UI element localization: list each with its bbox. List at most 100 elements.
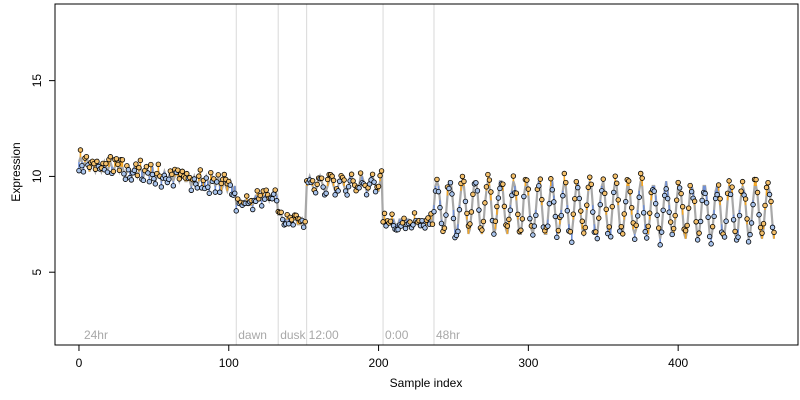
data-point (507, 207, 514, 213)
data-point (603, 206, 609, 213)
data-point (434, 176, 440, 183)
data-point (609, 203, 615, 210)
data-point (371, 179, 377, 185)
data-point (657, 242, 663, 248)
data-point (635, 213, 641, 219)
data-point (760, 220, 767, 227)
data-point (450, 215, 457, 222)
data-point (584, 202, 590, 208)
data-point (438, 220, 445, 227)
data-point (660, 207, 666, 213)
data-point (191, 176, 198, 182)
data-point (410, 222, 416, 228)
data-point (709, 223, 716, 230)
data-point (254, 188, 260, 194)
data-point (519, 216, 526, 222)
data-point (429, 221, 436, 227)
data-point (166, 176, 172, 183)
data-point (217, 189, 223, 195)
data-point (627, 188, 633, 195)
phase-label: 12:00 (309, 328, 339, 342)
data-point (661, 192, 668, 199)
data-point (615, 197, 621, 203)
data-point (137, 157, 144, 164)
phase-label: dawn (238, 328, 267, 342)
data-point (748, 220, 755, 226)
data-point (169, 171, 175, 178)
data-point (611, 189, 617, 196)
data-point (456, 207, 463, 213)
data-point (663, 186, 669, 192)
data-point (495, 195, 502, 201)
data-point (605, 230, 611, 237)
data-point (107, 154, 114, 160)
y-tick-label: 5 (30, 269, 44, 276)
data-point (702, 190, 708, 197)
data-point (455, 228, 461, 235)
data-point (721, 234, 728, 240)
data-point (545, 223, 551, 229)
data-point (462, 198, 469, 205)
data-point (443, 212, 449, 218)
data-point (250, 206, 256, 213)
phase-label: 48hr (436, 328, 460, 342)
data-point (551, 199, 557, 205)
data-point (488, 189, 494, 195)
data-point (676, 185, 683, 191)
data-point (763, 184, 770, 191)
y-axis-label: Expression (9, 142, 23, 201)
data-point (221, 171, 227, 178)
data-point (738, 188, 744, 194)
data-point (115, 161, 121, 168)
data-point (762, 202, 768, 209)
data-point (330, 177, 337, 184)
x-tick-label: 100 (219, 356, 239, 370)
data-point (272, 187, 278, 193)
data-point (552, 213, 559, 220)
data-point (212, 189, 218, 195)
data-point (356, 185, 362, 191)
data-point (378, 168, 385, 174)
data-point (290, 222, 296, 228)
data-point (673, 197, 680, 203)
data-point (527, 215, 533, 222)
data-point (694, 237, 701, 243)
data-point (639, 175, 645, 181)
data-point (747, 231, 753, 238)
data-point (401, 215, 407, 222)
data-point (121, 171, 127, 177)
data-point (723, 218, 729, 224)
data-point (148, 161, 154, 168)
data-point (600, 176, 606, 182)
data-point (474, 188, 481, 194)
data-point (344, 192, 350, 198)
data-point (753, 176, 759, 183)
data-point (576, 195, 582, 202)
data-point (641, 210, 647, 216)
data-point (515, 211, 521, 218)
data-point (727, 191, 734, 198)
data-point (744, 216, 750, 222)
data-point (203, 175, 209, 181)
data-point (480, 218, 487, 225)
data-point (437, 204, 443, 211)
data-point (587, 174, 593, 180)
data-point (422, 225, 428, 231)
data-point (110, 168, 117, 175)
data-point (726, 178, 732, 184)
data-point (620, 231, 626, 237)
data-point (666, 209, 672, 215)
data-point (257, 192, 263, 199)
data-point (449, 191, 455, 197)
data-point (765, 179, 771, 186)
data-point (473, 180, 479, 186)
data-point (593, 229, 599, 235)
data-point (279, 216, 286, 223)
data-point (669, 231, 675, 238)
data-point (269, 196, 275, 202)
data-point (447, 179, 454, 186)
data-point (175, 167, 181, 173)
data-point (80, 169, 87, 175)
data-point (206, 190, 212, 196)
data-point (363, 192, 370, 198)
